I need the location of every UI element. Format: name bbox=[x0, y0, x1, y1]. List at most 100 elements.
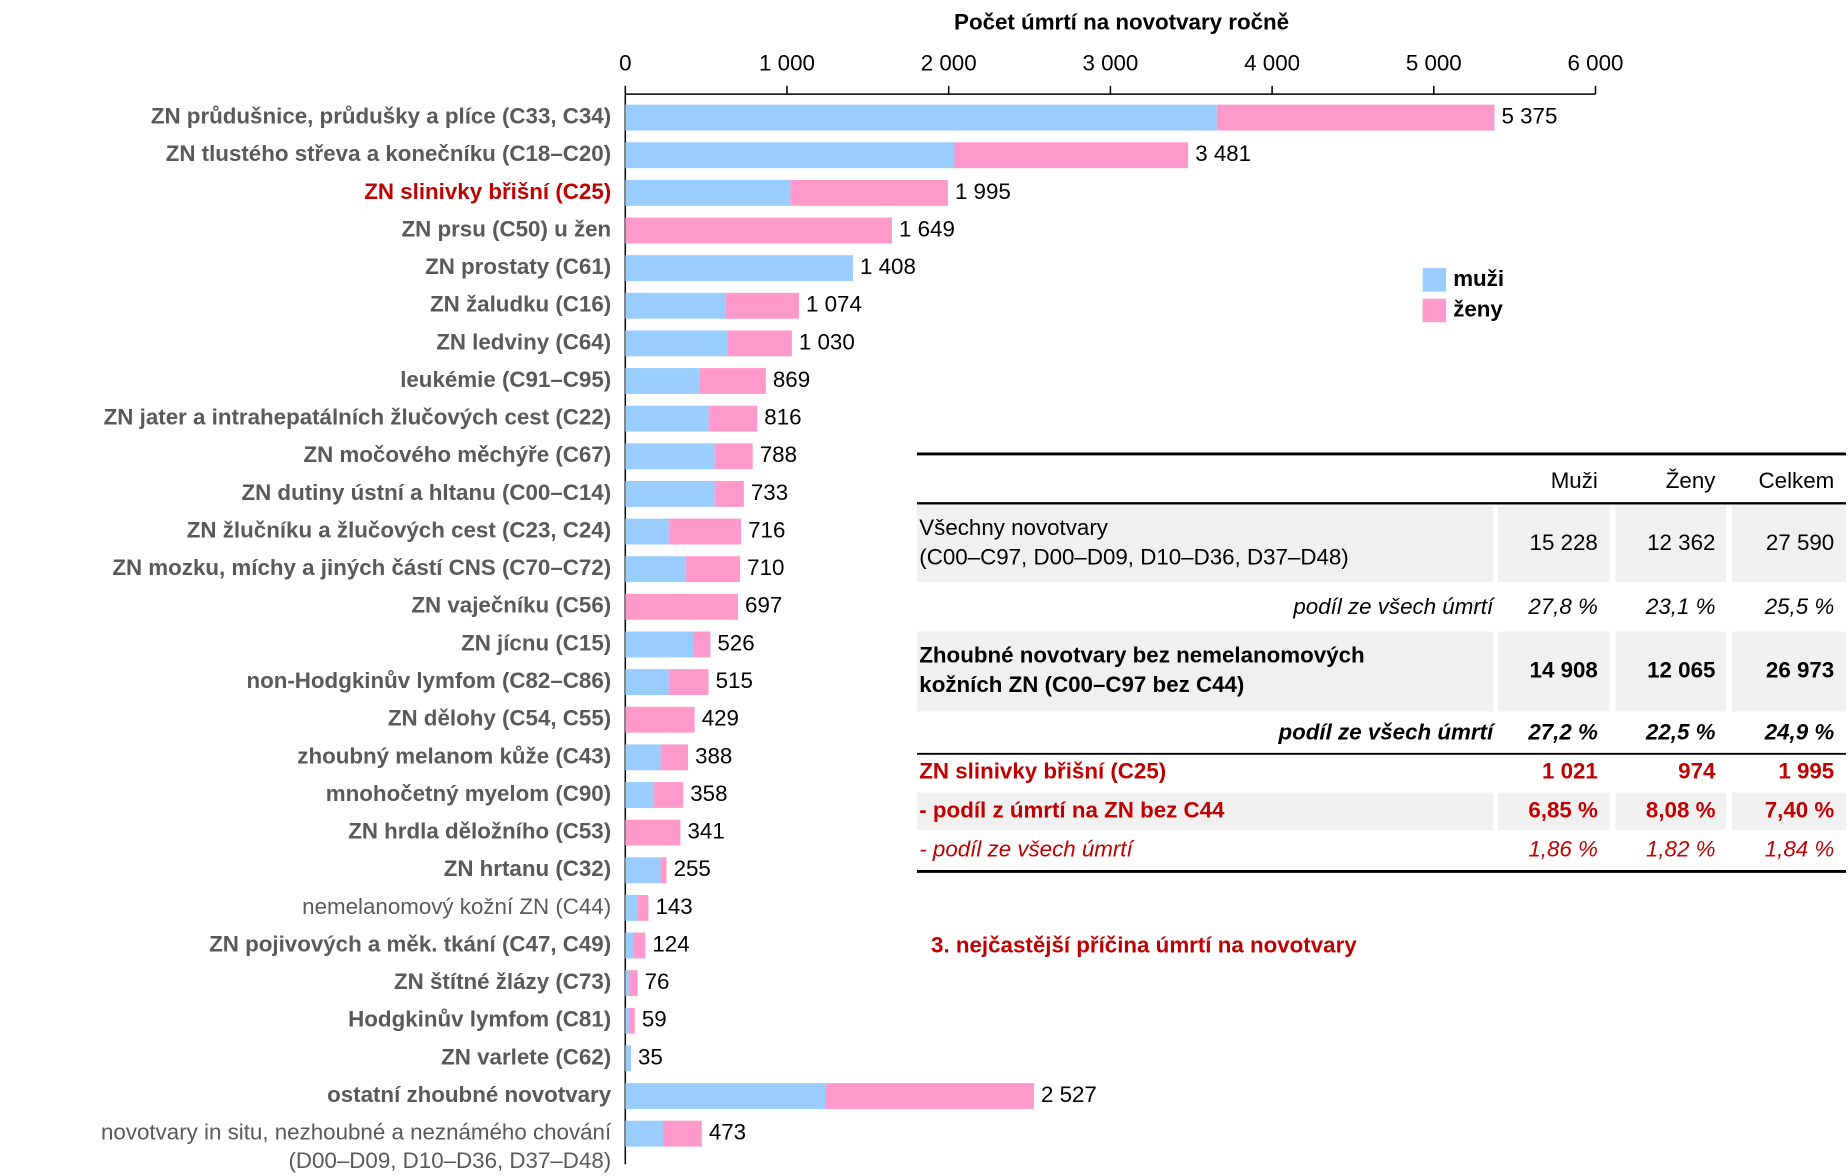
bar bbox=[625, 857, 661, 884]
cell: 7,40 % bbox=[1765, 797, 1835, 822]
total-label: 76 bbox=[645, 969, 670, 994]
y-tick-label: mnohočetný myelom (C90) bbox=[326, 781, 611, 806]
bar bbox=[625, 819, 681, 846]
total-label: 341 bbox=[687, 819, 724, 844]
bar bbox=[625, 142, 955, 169]
total-label: 1 074 bbox=[806, 292, 862, 317]
row-label: - podíl ze všech úmrtí bbox=[919, 837, 1135, 862]
x-tick-label: 6 000 bbox=[1568, 51, 1624, 76]
bar bbox=[685, 556, 741, 583]
cell-background bbox=[1497, 631, 1610, 712]
total-label: 1 408 bbox=[860, 254, 916, 279]
cell-background bbox=[1615, 631, 1727, 712]
cell-background bbox=[1615, 505, 1727, 583]
bar bbox=[625, 744, 661, 771]
y-tick-label: ZN jater a intrahepatálních žlučových ce… bbox=[104, 405, 612, 430]
total-label: 1 649 bbox=[899, 216, 955, 241]
bar bbox=[625, 480, 715, 507]
bar bbox=[714, 443, 753, 470]
total-label: 733 bbox=[751, 480, 788, 505]
bar bbox=[625, 217, 892, 244]
bar bbox=[625, 405, 709, 432]
cell-background bbox=[1497, 792, 1610, 831]
cell: 23,1 % bbox=[1645, 594, 1716, 619]
bar bbox=[625, 1120, 663, 1147]
total-label: 526 bbox=[717, 630, 754, 655]
y-tick-label: ZN žaludku (C16) bbox=[430, 292, 611, 317]
x-tick-label: 1 000 bbox=[759, 51, 815, 76]
cell: 27,8 % bbox=[1527, 594, 1598, 619]
bar bbox=[653, 782, 684, 808]
bar bbox=[825, 1083, 1034, 1109]
y-tick-label: leukémie (C91–C95) bbox=[400, 367, 611, 392]
cell: 8,08 % bbox=[1646, 797, 1716, 822]
bar bbox=[708, 405, 758, 432]
cell: 14 908 bbox=[1530, 657, 1598, 682]
bar bbox=[628, 1007, 635, 1034]
bar bbox=[660, 857, 667, 884]
bar bbox=[625, 932, 634, 959]
cell: 12 362 bbox=[1647, 530, 1715, 555]
row-label: Zhoubné novotvary bez nemelanomových bbox=[919, 643, 1364, 668]
y-tick-label: ZN močového měchýře (C67) bbox=[303, 442, 611, 467]
cell: 15 228 bbox=[1530, 530, 1598, 555]
bar bbox=[625, 894, 638, 921]
column-header: Celkem bbox=[1759, 468, 1835, 493]
bar bbox=[954, 142, 1189, 169]
bar bbox=[699, 368, 766, 394]
cell: 1,82 % bbox=[1646, 837, 1716, 862]
row-label: kožních ZN (C00–C97 bez C44) bbox=[919, 672, 1244, 697]
cell: 27 590 bbox=[1766, 530, 1834, 555]
y-tick-label: ZN jícnu (C15) bbox=[461, 630, 611, 655]
total-label: 358 bbox=[690, 781, 727, 806]
cell: 6,85 % bbox=[1528, 797, 1598, 822]
bar bbox=[693, 631, 711, 658]
y-tick-label: ZN žlučníku a žlučových cest (C23, C24) bbox=[187, 517, 611, 542]
y-tick-label: ZN pojivových a měk. tkání (C47, C49) bbox=[209, 931, 611, 956]
total-label: 429 bbox=[702, 706, 739, 731]
cell-background bbox=[1731, 505, 1846, 583]
y-tick-label: ZN dutiny ústní a hltanu (C00–C14) bbox=[241, 480, 611, 505]
bar bbox=[625, 669, 669, 696]
y-tick-label: zhoubný melanom kůže (C43) bbox=[297, 743, 611, 768]
total-label: 515 bbox=[716, 668, 753, 693]
x-tick-label: 3 000 bbox=[1082, 51, 1138, 76]
bar bbox=[668, 518, 742, 545]
x-tick-label: 0 bbox=[619, 51, 631, 76]
bar bbox=[625, 1007, 629, 1034]
y-tick-label: ZN štítné žlázy (C73) bbox=[394, 969, 611, 994]
total-label: 35 bbox=[638, 1044, 663, 1069]
y-tick-label: ostatní zhoubné novotvary bbox=[327, 1082, 612, 1107]
bar bbox=[628, 970, 638, 997]
bar bbox=[625, 292, 726, 319]
headline: 3. nejčastější příčina úmrtí na novotvar… bbox=[931, 933, 1357, 958]
total-label: 59 bbox=[642, 1007, 667, 1032]
bar bbox=[662, 1120, 702, 1147]
bar bbox=[625, 443, 715, 470]
bar bbox=[625, 104, 1217, 131]
bar bbox=[625, 1083, 826, 1109]
bar bbox=[660, 744, 689, 771]
row-label: podíl ze všech úmrtí bbox=[1278, 720, 1496, 745]
y-tick-label: ZN prostaty (C61) bbox=[425, 254, 611, 279]
cell: 24,9 % bbox=[1764, 720, 1835, 745]
total-label: 697 bbox=[745, 593, 782, 618]
cell: 1 995 bbox=[1778, 759, 1834, 784]
bar bbox=[625, 782, 654, 808]
bar bbox=[625, 330, 728, 357]
y-tick-label: ZN varlete (C62) bbox=[441, 1044, 611, 1069]
y-tick-label: ZN tlustého střeva a konečníku (C18–C20) bbox=[166, 141, 611, 166]
total-label: 5 375 bbox=[1501, 104, 1557, 129]
bar bbox=[725, 292, 799, 319]
total-label: 124 bbox=[652, 931, 689, 956]
bar bbox=[625, 255, 853, 282]
cell: 1,86 % bbox=[1528, 837, 1598, 862]
axis-title: Počet úmrtí na novotvary ročně bbox=[954, 9, 1289, 34]
total-label: 869 bbox=[773, 367, 810, 392]
cell-background bbox=[1731, 631, 1846, 712]
row-label: (C00–C97, D00–D09, D10–D36, D37–D48) bbox=[919, 545, 1348, 570]
column-header: Ženy bbox=[1666, 468, 1716, 493]
bar bbox=[625, 631, 694, 658]
bar bbox=[727, 330, 792, 357]
